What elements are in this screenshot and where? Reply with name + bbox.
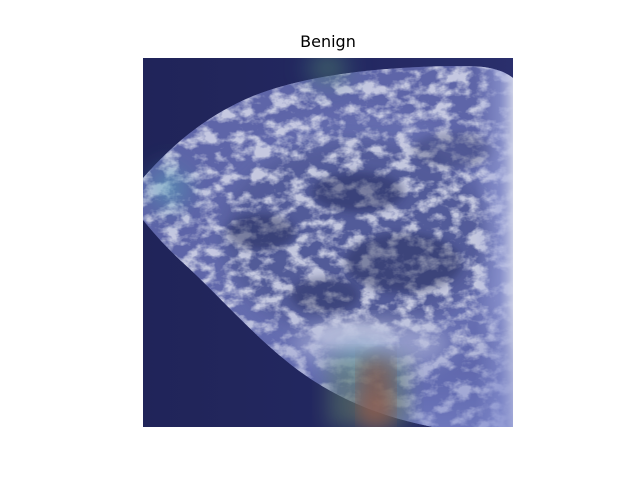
figure-title: Benign: [300, 32, 356, 51]
mammogram-heatmap-image: [143, 58, 513, 427]
